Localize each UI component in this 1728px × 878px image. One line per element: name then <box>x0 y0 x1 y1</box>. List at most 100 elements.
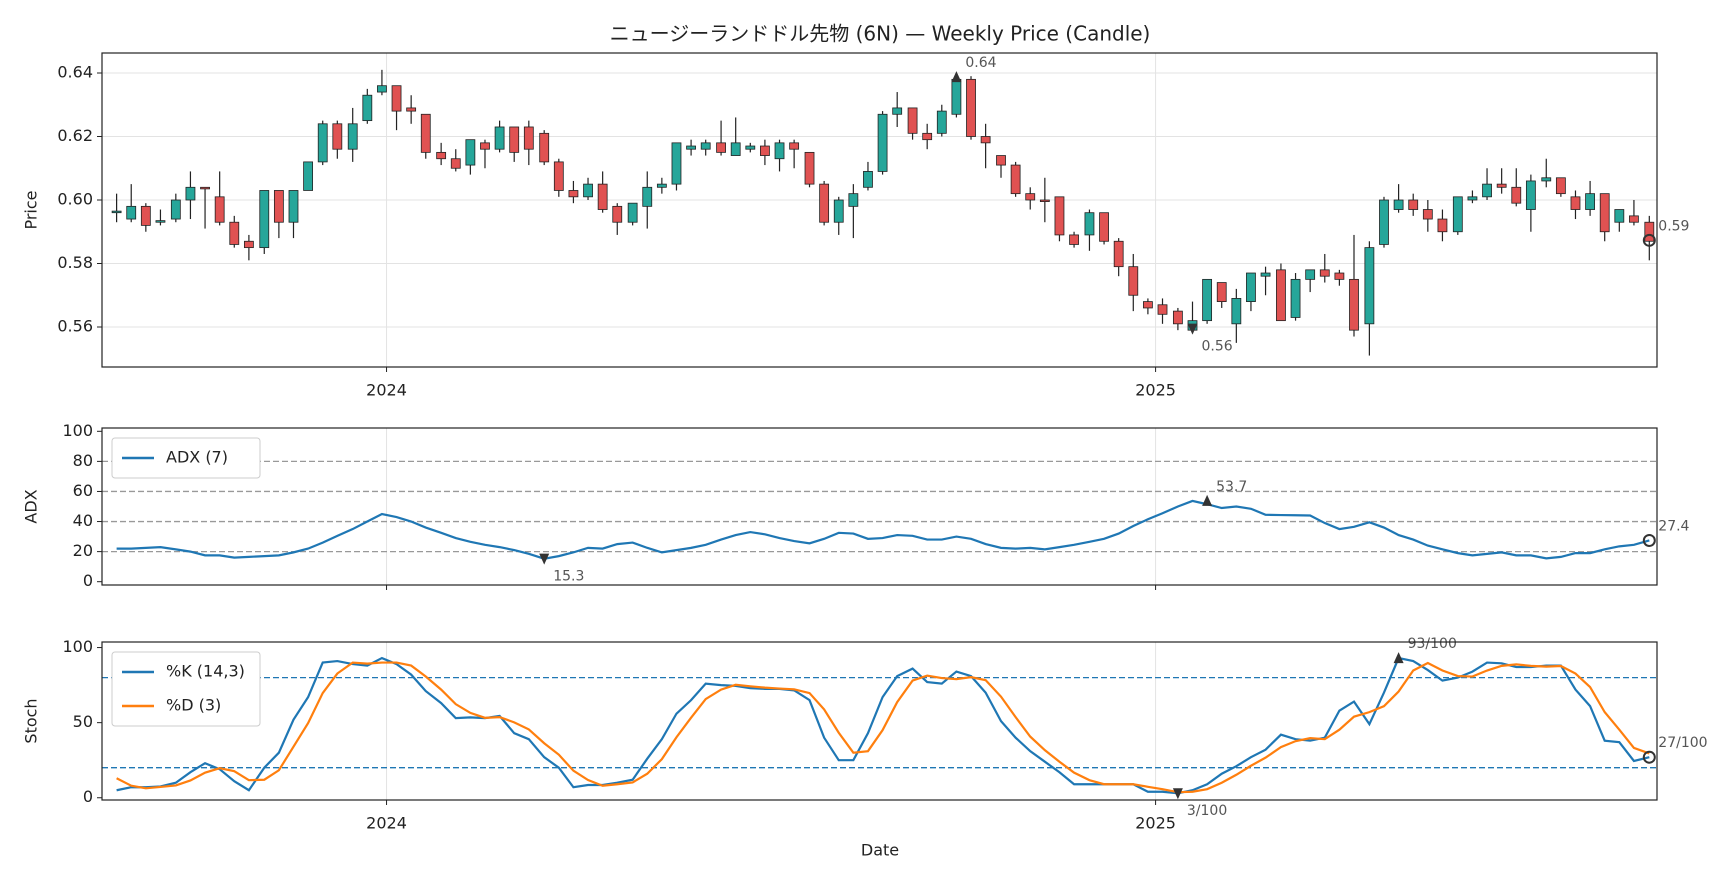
candle-body <box>1305 269 1316 280</box>
x-tick-label: 2024 <box>366 381 407 400</box>
annotation-label: 53.7 <box>1216 479 1247 495</box>
candle-body <box>155 220 166 223</box>
candle-body <box>980 136 991 144</box>
candle-body <box>907 107 918 134</box>
candle-body <box>1054 196 1065 236</box>
candle-body <box>774 142 785 160</box>
candle-body <box>317 123 328 163</box>
candle-body <box>377 85 387 93</box>
candle-body <box>539 132 550 163</box>
candle-body <box>1084 212 1095 236</box>
x-tick-label: 2025 <box>1135 814 1176 833</box>
candle-body <box>597 183 608 210</box>
candle-body <box>568 190 579 198</box>
candle-body <box>1482 183 1492 198</box>
y-tick-label: 50 <box>73 712 93 731</box>
candle-body <box>243 240 254 249</box>
y-tick-label: 80 <box>73 451 93 470</box>
candle-body <box>140 205 151 226</box>
candle-body <box>1541 177 1552 182</box>
candle-body <box>1555 177 1566 195</box>
candle-body <box>1496 183 1507 188</box>
candle-body <box>1260 272 1271 277</box>
candle-body <box>273 190 284 223</box>
candle-body <box>1010 164 1021 195</box>
y-tick-label: 60 <box>73 481 93 500</box>
plot-area <box>111 69 1655 356</box>
annotation-label: 15.3 <box>553 569 584 585</box>
min-marker <box>1187 323 1198 335</box>
candle-body <box>996 155 1006 166</box>
annotation-label: 3/100 <box>1187 803 1227 819</box>
y-axis-label: ADX <box>22 489 41 523</box>
candle-body <box>1202 278 1213 322</box>
max-marker <box>951 71 962 83</box>
legend-label: ADX (7) <box>166 448 228 467</box>
legend-box <box>111 437 261 479</box>
candle-body <box>1644 221 1655 242</box>
x-tick-label: 2024 <box>366 814 407 833</box>
annotation-label: 93/100 <box>1408 636 1457 652</box>
candle-body <box>494 126 505 150</box>
candle-body <box>332 123 343 150</box>
candle-body <box>671 142 682 185</box>
y-tick-label: 0.62 <box>57 126 93 145</box>
candle-body <box>362 94 373 122</box>
data-line <box>116 661 1650 794</box>
chart-title: ニュージーランドドル先物 (6N) — Weekly Price (Candle… <box>610 22 1151 46</box>
candle-body <box>185 186 196 201</box>
candle-body <box>1290 278 1301 318</box>
annotation-label: 27.4 <box>1658 518 1689 534</box>
candle-body <box>1099 212 1109 242</box>
candle-body <box>1128 266 1139 296</box>
last-marker <box>1642 233 1656 247</box>
candle-body <box>700 142 711 150</box>
candle-body <box>436 151 447 160</box>
candle-body <box>922 132 933 141</box>
candle-body <box>1039 199 1050 202</box>
min-marker <box>1172 788 1183 800</box>
y-tick-label: 0 <box>83 787 93 806</box>
y-tick-label: 100 <box>62 421 93 440</box>
candle-body <box>288 190 299 223</box>
candle-body <box>804 151 815 185</box>
annotation-label: 0.64 <box>965 55 996 71</box>
candle-body <box>1276 269 1286 322</box>
candle-body <box>259 190 270 249</box>
legend-box <box>111 651 261 727</box>
candle-body <box>1069 234 1079 245</box>
plot-frame <box>101 641 1658 801</box>
candle-body <box>1393 199 1404 210</box>
candle-body <box>1599 193 1610 233</box>
candle-body <box>583 183 593 198</box>
candle-body <box>1246 272 1256 302</box>
candle-body <box>1157 304 1168 315</box>
candle-body <box>745 145 756 150</box>
candle-body <box>760 145 770 156</box>
candle-body <box>1319 269 1330 277</box>
y-tick-label: 0.56 <box>57 316 93 335</box>
legend-label: %K (14,3) <box>166 662 245 681</box>
candle-body <box>480 142 490 150</box>
y-tick-label: 0 <box>83 571 93 590</box>
candle-body <box>465 139 476 166</box>
candle-body <box>391 85 402 112</box>
candle-body <box>553 161 564 191</box>
candle-body <box>716 142 726 153</box>
candle-body <box>1349 278 1359 331</box>
candle-body <box>214 196 225 223</box>
candle-body <box>1585 193 1595 210</box>
candle-body <box>686 145 696 150</box>
candle-body <box>1379 199 1389 245</box>
candle-body <box>1452 196 1463 233</box>
y-tick-label: 0.58 <box>57 253 93 272</box>
candle-body <box>627 202 638 223</box>
candle-body <box>1408 199 1419 210</box>
candle-body <box>892 107 903 115</box>
candle-body <box>509 126 520 153</box>
candle-body <box>789 142 800 150</box>
y-tick-label: 100 <box>62 637 93 656</box>
legend-label: %D (3) <box>166 696 221 715</box>
candle-body <box>200 186 210 190</box>
